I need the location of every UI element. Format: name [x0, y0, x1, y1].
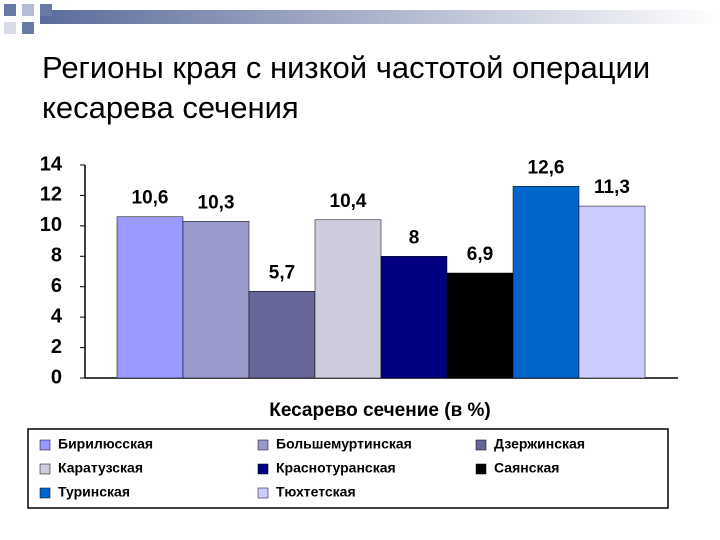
bar	[578, 205, 646, 379]
legend-swatch	[475, 463, 487, 475]
y-tick-label: 12	[40, 184, 62, 206]
bar	[182, 221, 250, 379]
chart-title: Регионы края с низкой частотой операции …	[42, 50, 651, 125]
deco-square	[22, 4, 34, 16]
bar	[116, 216, 184, 379]
value-label: 11,3	[594, 177, 630, 198]
y-tick-label: 6	[51, 275, 62, 297]
value-label: 12,6	[528, 157, 565, 178]
title-box: Регионы края с низкой частотой операции …	[42, 50, 651, 125]
y-tick-label: 4	[51, 305, 63, 327]
value-label: 10,3	[198, 192, 235, 213]
legend-label: Каратузская	[58, 460, 143, 476]
deco-square	[4, 22, 16, 34]
legend-swatch	[257, 439, 269, 451]
deco-square	[40, 4, 52, 16]
value-label: 10,6	[132, 188, 169, 209]
legend-label: Саянская	[494, 460, 559, 476]
legend-label: Туринская	[58, 484, 130, 500]
bar	[248, 291, 316, 379]
x-axis-label: Кесарево сечение (в %)	[269, 400, 491, 421]
legend-swatch	[257, 463, 269, 475]
legend-swatch	[257, 487, 269, 499]
deco-square	[4, 4, 16, 16]
value-label: 10,4	[330, 191, 367, 212]
y-tick-label: 8	[51, 245, 62, 267]
bar	[446, 272, 514, 379]
y-tick-label: 2	[51, 336, 62, 358]
legend-swatch	[39, 487, 51, 499]
y-tick-label: 10	[40, 214, 62, 236]
y-tick-label: 14	[40, 153, 63, 175]
value-label: 5,7	[269, 262, 295, 283]
legend-swatch	[475, 439, 487, 451]
legend-label: Дзержинская	[494, 436, 585, 452]
legend-label: Краснотуранская	[276, 460, 396, 476]
header-bar	[40, 10, 720, 24]
legend-box	[27, 428, 669, 509]
value-label: 8	[409, 227, 420, 248]
bar	[314, 219, 382, 379]
deco-square	[22, 22, 34, 34]
legend-swatch	[39, 439, 51, 451]
y-tick-label: 0	[51, 366, 62, 388]
legend-label: Большемуртинская	[276, 436, 412, 452]
bar	[380, 256, 448, 379]
legend-label: Тюхтетская	[276, 484, 356, 500]
legend-label: Бирилюсская	[58, 436, 153, 452]
bar	[512, 186, 580, 379]
legend-swatch	[39, 463, 51, 475]
value-label: 6,9	[467, 244, 493, 265]
